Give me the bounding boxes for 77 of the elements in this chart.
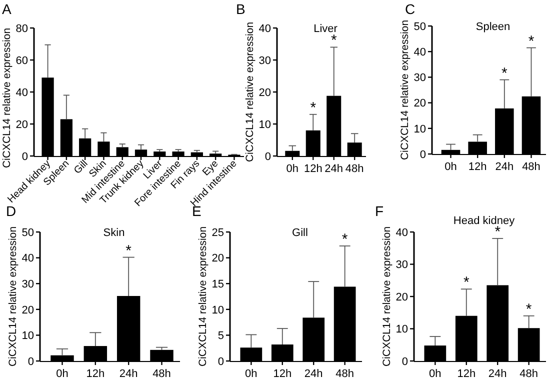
y-tick-label: 80	[16, 22, 28, 35]
text: B	[236, 1, 246, 17]
x-tick-label: 12h	[457, 368, 476, 380]
text: A	[2, 1, 12, 17]
y-tick-label: 10	[212, 304, 224, 316]
y-tick-label: 15	[212, 278, 224, 290]
x-tick-label: 0h	[429, 368, 442, 380]
y-axis-title: CiCXCL14 relative expression	[197, 226, 209, 367]
annotation: *	[330, 32, 337, 50]
y-tick-label: 10	[396, 324, 408, 336]
text: C	[405, 1, 416, 17]
y-axis-title: CiCXCL14 relative expression	[1, 28, 13, 168]
x-tick-label: Gill	[72, 158, 90, 176]
y-tick-label: 20	[16, 118, 28, 131]
text: D	[6, 203, 16, 219]
y-tick-label: 30	[414, 72, 426, 84]
y-axis-title: CiCXCL14 relative expression	[399, 20, 411, 160]
x-tick-label: 12h	[86, 368, 105, 380]
x-tick-label: 48h	[345, 163, 364, 175]
y-tick-label: 60	[16, 54, 28, 67]
x-tick-label: 24h	[495, 161, 514, 173]
x-tick-label: 48h	[336, 368, 354, 380]
x-tick-label: 24h	[304, 368, 323, 380]
annotation: *	[126, 242, 132, 260]
chart-title: Gill	[292, 227, 308, 239]
text: F	[375, 203, 384, 219]
y-tick-label: 10	[258, 118, 271, 131]
y-tick-label: 20	[258, 86, 271, 99]
y-tick-label: 20	[414, 98, 426, 110]
x-tick-label: 12h	[273, 368, 292, 380]
y-tick-label: 20	[396, 291, 408, 304]
chart-title: Spleen	[476, 21, 510, 33]
x-tick-label: 24h	[324, 163, 344, 175]
annotation: *	[342, 230, 348, 248]
y-tick-label: 0	[402, 356, 408, 368]
chart-title: Skin	[103, 227, 125, 239]
annotation: *	[526, 300, 532, 318]
y-axis-title: CiCXCL14 relative expression	[381, 226, 393, 367]
x-tick-label: 48h	[522, 161, 540, 173]
annotation: *	[528, 32, 534, 50]
y-tick-label: 0	[420, 148, 426, 161]
x-tick-label: 12h	[468, 161, 487, 173]
y-tick-label: 40	[396, 226, 408, 239]
x-tick-label: 0h	[286, 163, 299, 175]
y-tick-label: 20	[212, 252, 224, 265]
annotation: *	[501, 64, 508, 82]
x-tick-label: 48h	[520, 368, 538, 380]
y-tick-label: 30	[22, 278, 34, 290]
y-tick-label: 40	[22, 252, 34, 265]
y-axis-title: CiCXCL14 relative expression	[7, 226, 19, 367]
y-axis-title: CiCXCL14 relative expression	[244, 22, 256, 162]
y-tick-label: 5	[218, 330, 224, 342]
y-tick-label: 50	[414, 20, 426, 33]
y-tick-label: 30	[258, 54, 271, 67]
y-tick-label: 10	[414, 123, 426, 136]
y-tick-label: 40	[16, 86, 28, 99]
x-tick-label: 48h	[152, 368, 171, 380]
y-tick-label: 0	[22, 150, 28, 163]
annotation: *	[463, 274, 470, 292]
y-tick-label: 40	[414, 46, 426, 58]
annotation: *	[310, 99, 316, 116]
y-tick-label: 50	[22, 226, 34, 239]
x-tick-label: 24h	[119, 368, 138, 380]
y-tick-label: 20	[22, 304, 34, 316]
chart-title: Liver	[314, 23, 338, 35]
x-tick-label: 12h	[304, 163, 322, 175]
y-tick-label: 30	[396, 259, 408, 272]
x-tick-label: 24h	[488, 368, 507, 380]
x-tick-label: 0h	[245, 368, 258, 380]
x-tick-label: 0h	[56, 368, 68, 380]
y-tick-label: 25	[212, 226, 224, 239]
y-tick-label: 10	[22, 330, 34, 342]
y-tick-label: 0	[218, 356, 224, 368]
y-tick-label: 0	[28, 356, 34, 368]
y-tick-label: 0	[264, 150, 271, 163]
x-tick-label: 0h	[444, 161, 457, 173]
y-tick-label: 40	[258, 22, 271, 35]
